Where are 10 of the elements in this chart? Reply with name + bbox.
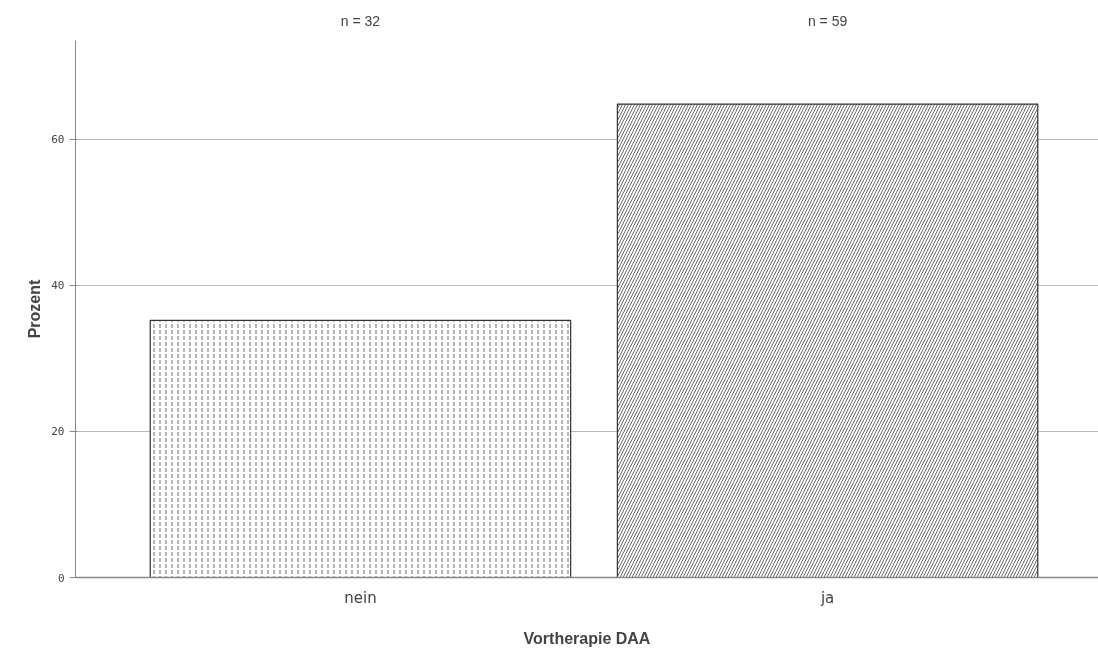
x-axis-title: Vortherapie DAA (523, 629, 651, 647)
y-tick-label: 0 (57, 571, 65, 585)
x-tick-label: ja (819, 588, 835, 607)
y-tick-label: 20 (51, 425, 65, 439)
y-axis-title: Prozent (26, 278, 44, 339)
x-tick-label: nein (344, 588, 377, 607)
y-tick-label: 40 (51, 279, 65, 293)
text: n = 32 (340, 12, 381, 29)
text: n = 59 (807, 12, 848, 29)
y-tick-label: 60 (51, 133, 65, 147)
